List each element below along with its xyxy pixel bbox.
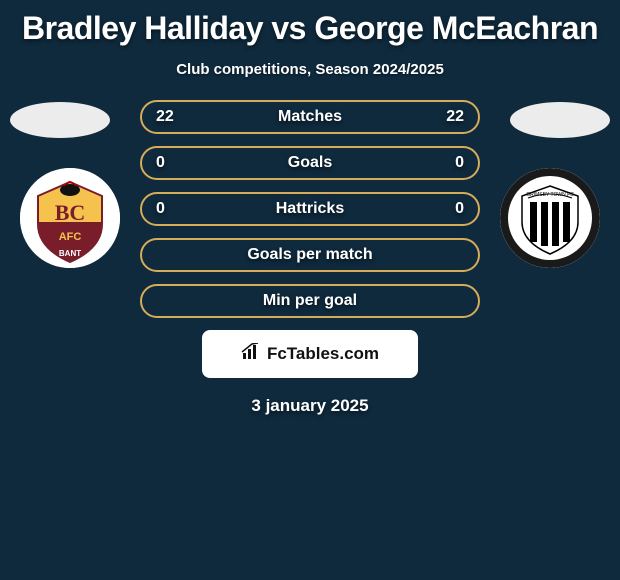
club-badge-left: BC AFC BANT (20, 168, 120, 268)
crest-left-icon: BC AFC BANT (20, 168, 120, 268)
stat-label: Goals per match (142, 246, 478, 264)
comparison-content: BC AFC BANT GRIMSBY TOWN FC (0, 100, 620, 416)
stat-left-value: 0 (156, 154, 165, 172)
stat-right-value: 22 (446, 108, 464, 126)
stat-left-value: 22 (156, 108, 174, 126)
svg-text:AFC: AFC (59, 231, 82, 243)
stat-label: Min per goal (142, 292, 478, 310)
date-text: 3 january 2025 (0, 396, 620, 416)
player-photo-left-placeholder (10, 102, 110, 138)
stat-label: Goals (142, 154, 478, 172)
stat-label: Matches (142, 108, 478, 126)
stat-row: Goals per match (140, 238, 480, 272)
watermark-text: FcTables.com (267, 344, 379, 364)
stat-right-value: 0 (455, 200, 464, 218)
svg-text:BANT: BANT (59, 249, 81, 258)
stat-left-value: 0 (156, 200, 165, 218)
stat-rows: 22 Matches 22 0 Goals 0 0 Hattricks 0 Go… (140, 100, 480, 318)
bar-chart-icon (241, 343, 263, 366)
stat-row: Min per goal (140, 284, 480, 318)
stat-label: Hattricks (142, 200, 478, 218)
club-badge-right: GRIMSBY TOWN FC (500, 168, 600, 268)
svg-text:BC: BC (55, 200, 86, 225)
crest-right-icon: GRIMSBY TOWN FC (500, 168, 600, 268)
subtitle: Club competitions, Season 2024/2025 (0, 61, 620, 78)
player-photo-right-placeholder (510, 102, 610, 138)
page-title: Bradley Halliday vs George McEachran (0, 0, 620, 47)
stat-row: 22 Matches 22 (140, 100, 480, 134)
stat-right-value: 0 (455, 154, 464, 172)
svg-text:GRIMSBY TOWN FC: GRIMSBY TOWN FC (526, 192, 574, 198)
watermark: FcTables.com (202, 330, 418, 378)
stat-row: 0 Hattricks 0 (140, 192, 480, 226)
stat-row: 0 Goals 0 (140, 146, 480, 180)
